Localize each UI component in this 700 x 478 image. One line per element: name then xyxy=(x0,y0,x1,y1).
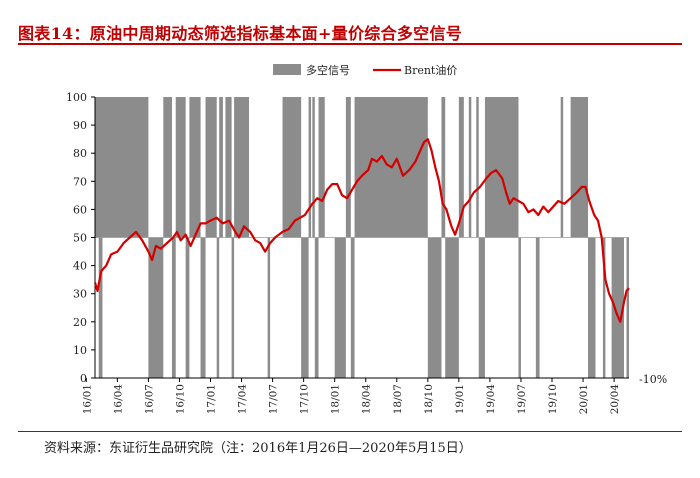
x-tick-label: 17/01 xyxy=(205,384,217,414)
y-tick-label: 80 xyxy=(73,147,87,160)
long-signal-bar xyxy=(318,97,325,238)
short-signal-bar xyxy=(267,237,271,378)
short-signal-bar xyxy=(301,237,309,378)
x-tick-label: 17/10 xyxy=(299,384,311,414)
legend-label-signal: 多空信号 xyxy=(306,63,350,77)
x-tick-label: 16/10 xyxy=(174,384,186,414)
x-tick-label: 19/10 xyxy=(547,384,559,414)
short-signal-bar xyxy=(314,237,319,378)
legend-swatch-signal xyxy=(273,64,301,75)
short-signal-bar xyxy=(518,237,521,378)
title-rule xyxy=(18,43,682,45)
long-signal-bar xyxy=(95,97,149,238)
long-signal-bar xyxy=(234,97,249,238)
long-signal-bar xyxy=(282,97,302,238)
brent-price-line xyxy=(93,138,630,323)
x-tick-label: 19/01 xyxy=(454,384,466,414)
y-tick-label: 40 xyxy=(73,260,87,273)
long-signal-bar xyxy=(225,97,232,238)
y-tick-label: 60 xyxy=(73,203,87,216)
long-signal-bar xyxy=(468,97,472,238)
x-tick-label: 20/04 xyxy=(609,384,621,415)
y-extra-label: -10% xyxy=(639,373,667,386)
y-tick-label: 10 xyxy=(73,344,87,357)
long-signal-bar xyxy=(441,97,446,238)
legend: 多空信号 Brent油价 xyxy=(273,63,457,77)
short-signal-bar xyxy=(171,237,176,378)
short-signal-bar xyxy=(185,237,190,378)
short-signal-bar xyxy=(445,237,459,378)
short-signal-bar xyxy=(588,237,596,378)
x-tick-label: 20/01 xyxy=(578,384,590,414)
x-tick-label: 16/01 xyxy=(81,384,93,414)
short-signal-bar xyxy=(334,237,346,378)
long-signal-bar xyxy=(312,97,315,238)
x-tick-label: 19/04 xyxy=(485,384,497,415)
long-signal-bar xyxy=(570,97,589,238)
short-signal-bar xyxy=(216,237,220,378)
x-tick-label: 19/07 xyxy=(516,384,528,414)
short-signal-bar xyxy=(427,237,442,378)
legend-label-brent: Brent油价 xyxy=(404,63,457,77)
long-signal-bar xyxy=(476,97,479,238)
x-tick-label: 16/07 xyxy=(143,384,155,414)
long-signal-bar xyxy=(560,97,564,238)
long-signal-bar xyxy=(345,97,351,238)
signal-bars xyxy=(95,97,629,378)
x-tick-label: 18/10 xyxy=(423,384,435,414)
short-signal-bar xyxy=(602,237,606,378)
y-tick-label: 0 xyxy=(80,372,87,385)
short-signal-bar xyxy=(478,237,485,378)
y-tick-label: 30 xyxy=(73,288,87,301)
long-signal-bar xyxy=(175,97,186,238)
long-signal-bar xyxy=(163,97,172,238)
short-signal-bar xyxy=(626,237,629,378)
long-signal-bar xyxy=(189,97,201,238)
short-signal-bar xyxy=(200,237,206,378)
long-signal-bar xyxy=(458,97,464,238)
axes: 0 10 20 30 40 50 60 70 80 90 100 -10% 16/01 16/04 16/0… xyxy=(66,91,667,414)
x-tick-label: 17/04 xyxy=(237,384,249,415)
short-signal-bar xyxy=(611,237,625,378)
brent-line-layer xyxy=(93,138,630,323)
short-signal-bar xyxy=(231,237,235,378)
figure-title: 图表14：原油中周期动态筛选指标基本面+量价综合多空信号 xyxy=(18,24,463,43)
long-signal-bar xyxy=(308,97,312,238)
short-signal-bar xyxy=(98,237,103,378)
chart: 0 10 20 30 40 50 60 70 80 90 100 -10% 16/01 16/04 16/0… xyxy=(66,63,667,414)
long-signal-bar xyxy=(205,97,217,238)
x-tick-label: 18/01 xyxy=(330,384,342,414)
source-note: 资料来源：东证衍生品研究院（注：2016年1月26日—2020年5月15日） xyxy=(44,441,472,456)
y-tick-label: 90 xyxy=(73,119,87,132)
x-tick-label: 18/04 xyxy=(361,384,373,415)
y-tick-label: 50 xyxy=(73,232,87,245)
x-tick-label: 16/04 xyxy=(112,384,124,415)
source-rule xyxy=(18,431,682,432)
x-tick-label: 18/07 xyxy=(392,384,404,414)
long-signal-bar xyxy=(484,97,519,238)
x-tick-label: 17/07 xyxy=(268,384,280,414)
short-signal-bar xyxy=(148,237,164,378)
short-signal-bar xyxy=(350,237,355,378)
long-signal-bar xyxy=(219,97,223,238)
y-tick-label: 100 xyxy=(66,91,87,104)
short-signal-bar xyxy=(535,237,540,378)
y-tick-label: 70 xyxy=(73,175,87,188)
y-tick-label: 20 xyxy=(73,316,87,329)
